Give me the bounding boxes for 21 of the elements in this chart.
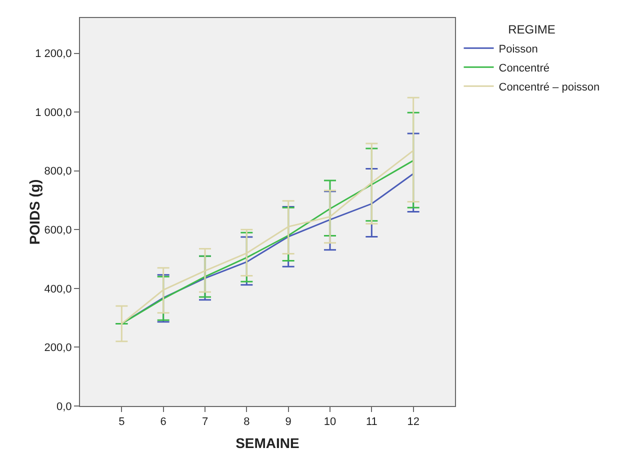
y-tick-label: 200,0 — [44, 342, 72, 354]
legend-label: Poisson — [498, 43, 538, 56]
x-tick-label: 9 — [285, 416, 292, 428]
x-tick-label: 10 — [324, 416, 336, 428]
y-tick-label: 600,0 — [44, 224, 72, 236]
x-tick-label: 8 — [244, 416, 250, 428]
y-tick-label: 800,0 — [44, 166, 72, 178]
y-tick-label: 0,0 — [56, 400, 72, 413]
legend-label: Concentré — [498, 62, 550, 74]
y-tick-label: 1 000,0 — [35, 106, 72, 119]
y-tick-label: 400,0 — [44, 283, 72, 296]
y-axis-title: POIDS (g) — [26, 179, 42, 245]
y-tick-label: 1 200,0 — [35, 48, 72, 60]
x-tick-label: 6 — [160, 416, 166, 428]
x-tick-label: 5 — [118, 416, 125, 428]
x-axis-title: SEMAINE — [236, 435, 300, 451]
x-tick-label: 12 — [407, 416, 420, 428]
legend-label: Concentré – poisson — [498, 81, 600, 94]
x-tick-label: 11 — [366, 416, 378, 428]
x-tick-label: 7 — [202, 416, 208, 428]
legend-title: REGIME — [508, 22, 556, 37]
